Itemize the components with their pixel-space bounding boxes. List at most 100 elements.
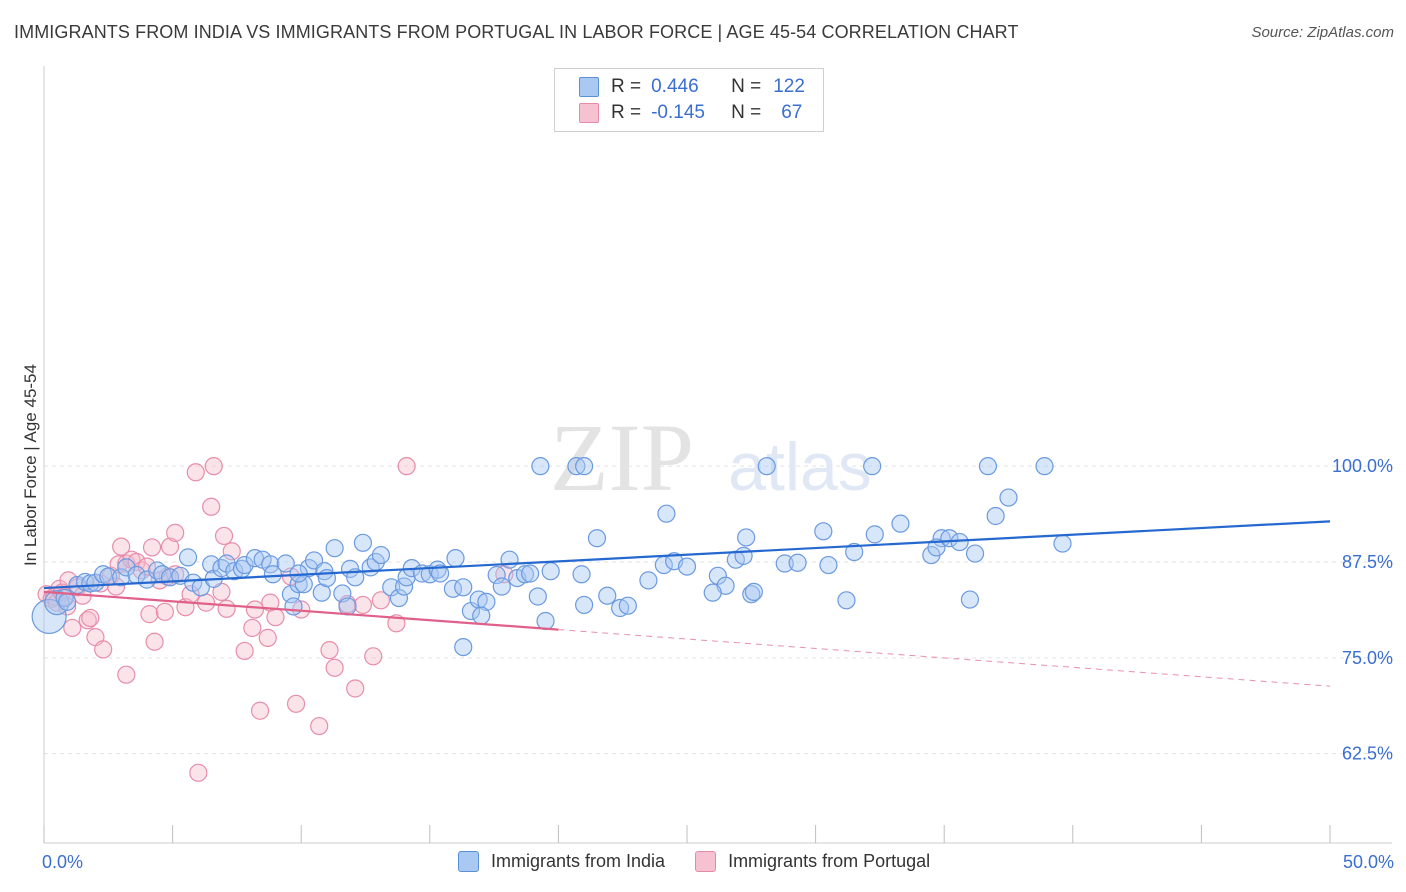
india-point bbox=[245, 549, 265, 568]
india-point bbox=[960, 590, 980, 609]
india-point bbox=[454, 637, 473, 657]
india-point bbox=[81, 574, 100, 593]
trend-line-dashed bbox=[558, 629, 1331, 687]
trend-lines bbox=[43, 520, 1331, 687]
portugal-point bbox=[142, 538, 162, 557]
india-point bbox=[178, 548, 198, 567]
legend-item-india: Immigrants from India bbox=[458, 851, 665, 872]
portugal-point bbox=[160, 537, 180, 556]
portugal-point bbox=[266, 608, 285, 627]
india-point bbox=[744, 582, 763, 601]
portugal-point bbox=[286, 694, 306, 713]
india-point bbox=[703, 583, 722, 602]
india-point bbox=[965, 544, 985, 563]
portugal-point bbox=[214, 526, 234, 546]
x-tick-min: 0.0% bbox=[42, 852, 84, 872]
portugal-point bbox=[140, 605, 159, 624]
series-legend: Immigrants from India Immigrants from Po… bbox=[458, 851, 960, 872]
portugal-point bbox=[81, 608, 100, 628]
india-point bbox=[863, 457, 882, 476]
portugal-points bbox=[37, 457, 514, 782]
india-point bbox=[927, 538, 946, 557]
india-point bbox=[521, 564, 540, 583]
india-point bbox=[353, 533, 373, 552]
india-point bbox=[845, 542, 864, 562]
portugal-point bbox=[217, 599, 236, 618]
axes bbox=[43, 66, 1392, 844]
portugal-point bbox=[117, 665, 136, 684]
portugal-point bbox=[245, 600, 265, 619]
india-point bbox=[477, 592, 496, 611]
india-point bbox=[528, 587, 547, 606]
y-tick-labels: 62.5% 75.0% 87.5% 100.0% bbox=[1332, 456, 1393, 764]
portugal-point bbox=[371, 591, 391, 610]
india-point bbox=[263, 565, 283, 584]
india-point bbox=[708, 566, 727, 585]
india-point bbox=[515, 565, 535, 584]
india-point bbox=[325, 539, 344, 558]
india-point bbox=[978, 457, 998, 476]
y-tick-label: 75.0% bbox=[1342, 648, 1393, 668]
portugal-point bbox=[258, 628, 277, 647]
india-r-value: 0.446 bbox=[651, 76, 699, 97]
portugal-point bbox=[235, 641, 254, 661]
portugal-point bbox=[310, 716, 329, 736]
legend-row-india: R = 0.446 N = 122 bbox=[579, 74, 805, 100]
india-point bbox=[865, 525, 884, 544]
portugal-r-value: -0.145 bbox=[651, 102, 705, 123]
india-point bbox=[500, 550, 519, 569]
portugal-point bbox=[112, 537, 131, 556]
stats-legend: R = 0.446 N = 122 R = -0.145 N = 67 bbox=[554, 68, 824, 132]
y-axis-label-wrap: In Labor Force | Age 45-54 bbox=[16, 315, 46, 615]
portugal-point bbox=[353, 595, 373, 615]
india-point bbox=[276, 554, 295, 573]
y-tick-label: 62.5% bbox=[1342, 744, 1393, 764]
india-point bbox=[677, 557, 697, 576]
portugal-point bbox=[166, 523, 185, 542]
y-axis-label: In Labor Force | Age 45-54 bbox=[21, 364, 40, 566]
trend-line-solid bbox=[43, 590, 559, 631]
india-point bbox=[567, 457, 586, 476]
india-point bbox=[31, 598, 67, 635]
india-point bbox=[587, 529, 607, 548]
chart-title: IMMIGRANTS FROM INDIA VS IMMIGRANTS FROM… bbox=[14, 22, 1019, 42]
portugal-point bbox=[106, 577, 126, 596]
india-point bbox=[454, 578, 473, 597]
india-point bbox=[742, 585, 761, 604]
portugal-point bbox=[204, 457, 223, 476]
portugal-point bbox=[202, 497, 221, 516]
x-tick-max: 50.0% bbox=[1342, 852, 1394, 872]
india-point bbox=[294, 575, 313, 594]
india-point bbox=[814, 522, 833, 541]
india-point bbox=[338, 597, 357, 616]
portugal-point bbox=[320, 641, 339, 660]
india-point bbox=[541, 562, 560, 581]
india-point bbox=[202, 555, 221, 574]
india-point bbox=[737, 528, 756, 547]
portugal-n-label: N = bbox=[731, 102, 762, 123]
india-point bbox=[575, 457, 594, 476]
india-point bbox=[492, 577, 511, 596]
india-point bbox=[598, 586, 617, 605]
india-point bbox=[986, 506, 1005, 526]
legend-row-portugal: R = -0.145 N = 67 bbox=[579, 100, 802, 126]
legend-india-swatch bbox=[458, 851, 479, 872]
y-tick-label: 87.5% bbox=[1342, 552, 1393, 572]
india-point bbox=[446, 549, 465, 568]
portugal-point bbox=[78, 611, 97, 630]
portugal-point bbox=[155, 602, 174, 621]
portugal-r-label: R = bbox=[611, 102, 642, 123]
india-point bbox=[819, 555, 838, 575]
india-point bbox=[117, 558, 136, 577]
india-point bbox=[734, 546, 753, 565]
india-point bbox=[472, 606, 491, 625]
watermark-zip: ZIP bbox=[550, 404, 694, 511]
portugal-point bbox=[250, 701, 270, 720]
india-point bbox=[757, 457, 776, 476]
india-point bbox=[536, 611, 555, 631]
india-point bbox=[531, 457, 550, 476]
portugal-point bbox=[145, 632, 164, 651]
portugal-point bbox=[397, 457, 416, 476]
y-tick-label: 100.0% bbox=[1332, 456, 1393, 476]
india-point bbox=[891, 514, 910, 533]
